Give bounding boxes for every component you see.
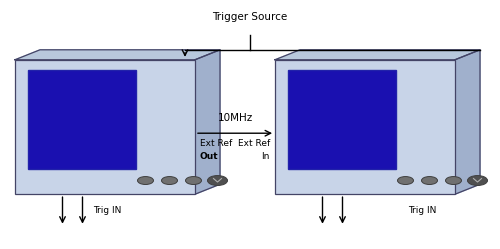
Circle shape [208, 176, 228, 186]
Bar [288, 70, 396, 169]
Text: Out: Out [200, 152, 218, 161]
Bar [28, 70, 136, 169]
Polygon shape [195, 50, 220, 194]
Text: Trig IN: Trig IN [94, 206, 122, 215]
Text: 10MHz: 10MHz [218, 113, 252, 123]
Circle shape [138, 177, 154, 185]
Text: Trig IN: Trig IN [408, 206, 436, 215]
Text: Ext Ref: Ext Ref [238, 139, 270, 148]
Circle shape [186, 177, 202, 185]
Circle shape [422, 177, 438, 185]
Polygon shape [455, 50, 480, 194]
Circle shape [398, 177, 413, 185]
Polygon shape [275, 50, 480, 60]
Text: In: In [262, 152, 270, 161]
Bar [275, 60, 455, 194]
Circle shape [468, 176, 487, 186]
Circle shape [162, 177, 178, 185]
Polygon shape [15, 50, 220, 60]
Bar [15, 60, 195, 194]
Text: Ext Ref: Ext Ref [200, 139, 232, 148]
Circle shape [446, 177, 462, 185]
Text: Trigger Source: Trigger Source [212, 12, 288, 22]
